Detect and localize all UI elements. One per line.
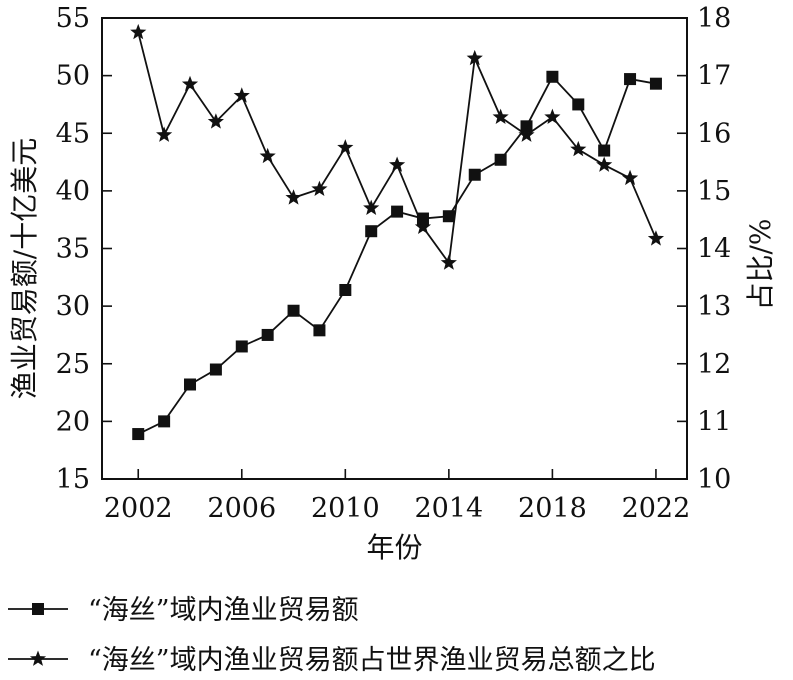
series-2 bbox=[130, 23, 665, 270]
y-tick-label: 20 bbox=[56, 406, 90, 437]
legend-label: “海丝”域内渔业贸易额占世界渔业贸易总额之比 bbox=[88, 645, 656, 676]
star-marker bbox=[440, 254, 457, 270]
square-marker bbox=[235, 340, 248, 353]
y-tick-label: 40 bbox=[56, 176, 90, 207]
x-tick-label: 2022 bbox=[622, 493, 691, 524]
y2-tick-label: 12 bbox=[697, 349, 731, 380]
y2-tick-label: 16 bbox=[697, 118, 731, 149]
y2-tick-label: 11 bbox=[697, 406, 731, 437]
y2-tick-label: 13 bbox=[697, 291, 731, 322]
star-marker bbox=[518, 126, 535, 142]
legend: “海丝”域内渔业贸易额 “海丝”域内渔业贸易额占世界渔业贸易总额之比 bbox=[8, 595, 656, 676]
star-marker bbox=[389, 156, 406, 172]
square-marker bbox=[339, 283, 352, 296]
square-marker bbox=[520, 120, 533, 133]
square-marker bbox=[209, 363, 222, 376]
y2-axis-title: 占比/% bbox=[744, 218, 777, 310]
square-marker bbox=[494, 153, 507, 166]
star-marker bbox=[414, 218, 432, 235]
star-marker bbox=[337, 139, 354, 155]
x-tick-label: 2010 bbox=[311, 493, 380, 524]
y-tick-label: 35 bbox=[56, 234, 90, 265]
series-1 bbox=[132, 70, 662, 441]
y2-tick-label: 10 bbox=[697, 464, 731, 495]
axis-ticks: 2002 2006 2010 2014 2018 2022 15 20 25 30 35 40 45 50… bbox=[8, 3, 777, 564]
y-tick-label: 45 bbox=[56, 118, 90, 149]
legend-star-marker bbox=[29, 650, 47, 666]
x-axis-title: 年份 bbox=[366, 531, 422, 564]
square-marker bbox=[442, 210, 455, 223]
star-marker bbox=[233, 87, 250, 103]
x-tick-label: 2018 bbox=[518, 493, 587, 524]
star-marker bbox=[130, 23, 147, 40]
square-marker bbox=[624, 73, 637, 86]
y-tick-label: 55 bbox=[56, 3, 90, 34]
square-marker bbox=[184, 378, 197, 391]
y-tick-label: 15 bbox=[56, 464, 90, 495]
square-marker bbox=[132, 428, 145, 441]
square-marker bbox=[546, 70, 559, 83]
y-tick-label: 25 bbox=[56, 349, 90, 380]
square-marker bbox=[365, 225, 378, 238]
star-marker bbox=[363, 199, 380, 216]
square-marker bbox=[598, 144, 611, 157]
series-layer bbox=[130, 23, 665, 441]
y-tick-label: 50 bbox=[56, 61, 90, 92]
star-marker bbox=[285, 189, 302, 205]
star-marker bbox=[181, 75, 199, 92]
star-marker bbox=[544, 108, 561, 124]
star-marker bbox=[207, 113, 224, 129]
star-marker bbox=[570, 140, 587, 157]
star-marker bbox=[156, 126, 173, 142]
square-marker bbox=[287, 304, 300, 317]
star-marker bbox=[466, 49, 483, 66]
square-marker bbox=[313, 324, 326, 337]
square-marker bbox=[391, 205, 404, 218]
star-marker bbox=[621, 169, 639, 186]
series-line bbox=[137, 75, 657, 435]
legend-square-marker bbox=[32, 603, 44, 615]
legend-entry-2: “海丝”域内渔业贸易额占世界渔业贸易总额之比 bbox=[8, 645, 656, 676]
star-marker bbox=[311, 180, 328, 197]
star-marker bbox=[259, 147, 276, 164]
square-marker bbox=[468, 168, 481, 181]
y2-tick-label: 18 bbox=[697, 3, 731, 34]
x-tick-label: 2002 bbox=[104, 493, 173, 524]
y-tick-label: 30 bbox=[56, 291, 90, 322]
x-tick-label: 2006 bbox=[207, 493, 276, 524]
legend-entry-1: “海丝”域内渔业贸易额 bbox=[8, 595, 359, 626]
star-marker bbox=[647, 230, 665, 246]
y2-tick-label: 17 bbox=[697, 61, 731, 92]
legend-label: “海丝”域内渔业贸易额 bbox=[88, 595, 359, 626]
y2-tick-label: 14 bbox=[697, 234, 731, 265]
square-marker bbox=[649, 77, 662, 90]
y-axis-title: 渔业贸易额/十亿美元 bbox=[8, 138, 41, 399]
star-marker bbox=[492, 108, 509, 124]
x-tick-label: 2014 bbox=[414, 493, 483, 524]
square-marker bbox=[261, 328, 274, 341]
square-marker bbox=[572, 98, 585, 111]
square-marker bbox=[158, 415, 171, 428]
y2-tick-label: 15 bbox=[697, 176, 731, 207]
star-marker bbox=[596, 156, 613, 172]
